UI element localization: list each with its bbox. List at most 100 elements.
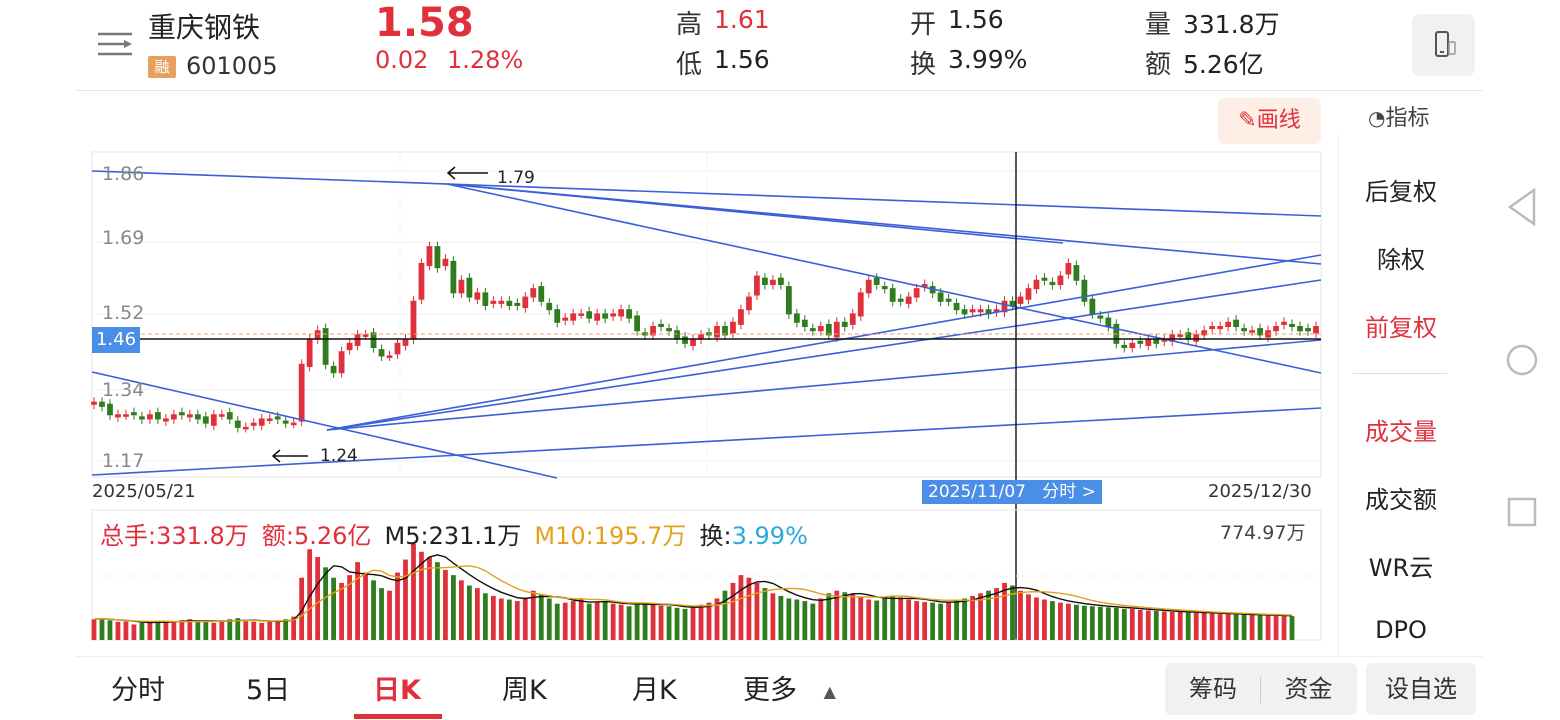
menu-item-dpo[interactable]: DPO [1375, 616, 1427, 644]
volume-bar [395, 572, 400, 640]
candle [218, 409, 225, 420]
tab-more[interactable]: 更多 ▲ [743, 668, 836, 707]
volume-bar [1225, 614, 1231, 640]
volume-bar [730, 582, 736, 640]
candle [905, 292, 912, 309]
volume-bar [882, 598, 888, 640]
candle [386, 350, 393, 361]
chips-button[interactable]: 筹码 [1189, 675, 1237, 703]
candle [474, 287, 481, 305]
add-watchlist-button[interactable]: 设自选 [1366, 663, 1476, 715]
tab-intraday[interactable]: 分时 [111, 675, 165, 706]
stock-name: 重庆钢铁 [148, 11, 261, 44]
candle [1137, 336, 1144, 349]
candle [394, 338, 401, 359]
menu-item-post-adjusted[interactable]: 后复权 [1365, 178, 1437, 206]
candle [1073, 260, 1080, 286]
menu-item-pre-adjusted[interactable]: 前复权 [1365, 314, 1437, 342]
volume-bar [594, 602, 600, 640]
volume-bar [1042, 599, 1047, 640]
volume-bar [187, 619, 193, 640]
recents-icon [1507, 497, 1537, 527]
volume-bar [1137, 609, 1143, 640]
candle [99, 397, 105, 412]
candle [570, 308, 577, 326]
indicator-button[interactable]: ◔指标 [1368, 100, 1429, 132]
volume-bar [1113, 607, 1119, 640]
volume-bar [1026, 594, 1031, 640]
candle [825, 319, 832, 340]
volume-bar [91, 619, 97, 640]
candle [1257, 323, 1263, 340]
draw-line-button[interactable]: ✎画线 [1218, 98, 1321, 144]
volume-bar [1105, 607, 1111, 640]
volume-bar [323, 567, 329, 640]
menu-item-volume[interactable]: 成交量 [1365, 418, 1437, 446]
tab-daily-k[interactable]: 日K [373, 675, 421, 706]
crosshair-date-label[interactable]: 2025/11/07 分时 > [922, 480, 1102, 504]
trendline [326, 254, 1322, 431]
volume-bar [1257, 615, 1263, 640]
candle [1249, 325, 1256, 336]
volume-bar [610, 603, 616, 640]
candle [226, 407, 233, 425]
volume-bar [1002, 582, 1007, 640]
landscape-button[interactable] [1412, 14, 1475, 76]
menu-icon[interactable] [98, 30, 132, 58]
candle [1297, 321, 1303, 336]
menu-item-wr[interactable]: WR云 [1368, 554, 1434, 582]
funds-button[interactable]: 资金 [1284, 675, 1333, 703]
y-tick-label: 1.34 [102, 379, 145, 401]
candle [594, 308, 601, 326]
candle [506, 296, 513, 311]
menu-item-amount[interactable]: 成交额 [1365, 486, 1437, 514]
volume-bar [498, 598, 504, 640]
volume-bar [115, 621, 121, 640]
volume-bar [1097, 606, 1103, 640]
trendline [326, 279, 1322, 431]
intraday-link[interactable]: 分时 > [1042, 482, 1096, 502]
volume-bar [778, 595, 784, 640]
volume-bar [570, 601, 576, 640]
volume-bar [235, 618, 241, 640]
kline-chart[interactable] [0, 0, 1340, 660]
tab-more-label: 更多 [743, 675, 797, 706]
candle [490, 296, 497, 309]
tab-weekly-k[interactable]: 周K [502, 675, 547, 706]
tab-monthly-k[interactable]: 月K [632, 675, 677, 706]
candle [402, 334, 409, 351]
volume-bar [658, 605, 664, 640]
chips-funds-group: 筹码 资金 [1165, 663, 1357, 715]
volume-bar [1058, 602, 1063, 640]
volume-bar [1161, 611, 1167, 640]
volume-bar [387, 590, 392, 640]
volume-bar [1177, 611, 1183, 640]
open-label: 开 [910, 10, 937, 40]
menu-item-ex-rights[interactable]: 除权 [1377, 246, 1425, 274]
candle [889, 283, 896, 307]
candle [769, 275, 776, 290]
candle [849, 308, 856, 330]
total-volume-label: 总手:331.8万 [100, 522, 249, 550]
candle [115, 409, 121, 422]
tab-5day[interactable]: 5日 [246, 675, 291, 706]
candle [873, 273, 880, 290]
volume-bar [738, 575, 744, 640]
candle [945, 294, 952, 307]
volume-bar [842, 592, 848, 640]
volume-bar [522, 597, 528, 640]
volume-bar [474, 588, 480, 640]
candle [913, 283, 920, 303]
volume-bar [642, 602, 648, 640]
trendline [326, 339, 1322, 431]
candle [578, 308, 585, 319]
volume-bar [267, 621, 273, 640]
candle [338, 346, 345, 378]
volume-bar [1233, 614, 1239, 640]
button-separator [1260, 677, 1261, 703]
volume-bar [315, 556, 321, 640]
trendline [91, 170, 1322, 217]
candle [674, 325, 680, 345]
candle [746, 292, 752, 315]
candle [131, 407, 137, 420]
